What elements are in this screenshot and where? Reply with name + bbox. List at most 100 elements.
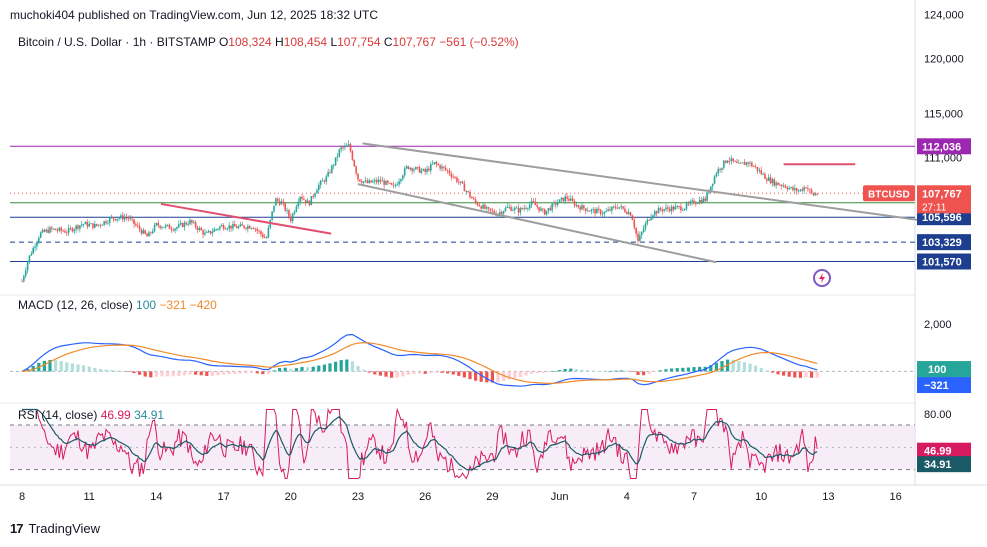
rsi-legend-label: RSI (14, close) (18, 408, 98, 422)
candle-body (640, 231, 643, 236)
candle-body (420, 170, 423, 173)
candle-body (344, 145, 346, 148)
candle-body (515, 207, 518, 209)
candle-body (69, 227, 72, 229)
candle-body (672, 206, 675, 210)
candle-body (678, 206, 680, 208)
macd-bar (602, 371, 606, 373)
candle-body (245, 227, 247, 229)
candle-body (506, 206, 509, 208)
candle-body (478, 205, 481, 207)
candle-body (691, 200, 693, 202)
macd-bar (810, 371, 814, 378)
candle-body (331, 165, 333, 173)
candle-body (713, 176, 716, 184)
macd-bar (664, 369, 668, 372)
macd-bar (283, 367, 287, 372)
candle-body (23, 275, 25, 282)
macd-bar (149, 371, 153, 378)
macd-bar (70, 363, 74, 372)
candle-body (500, 212, 503, 214)
candle-body (168, 224, 171, 229)
candle-body (174, 228, 176, 231)
macd-bar (110, 369, 114, 372)
macd-bar (457, 371, 461, 376)
candle-body (648, 219, 650, 221)
candle-body (685, 203, 688, 209)
candle-body (280, 201, 283, 205)
macd-tick-label: 2,000 (924, 319, 952, 331)
time-tick-label: 17 (217, 491, 229, 503)
current-price-badge (917, 185, 971, 214)
candle-body (275, 198, 277, 206)
candle-body (752, 166, 755, 167)
candle-body (721, 167, 723, 170)
signal-value-badge-text: −321 (924, 380, 949, 392)
level-badge-text: 105,596 (922, 212, 962, 224)
candle-body (77, 225, 79, 229)
candle-body (129, 218, 132, 220)
candle-body (581, 205, 583, 210)
candle-body (724, 160, 727, 163)
macd-bar (608, 371, 612, 372)
macd-bar (188, 371, 192, 375)
candle-body (26, 262, 29, 271)
candle-body (103, 221, 105, 225)
candle-body (424, 169, 426, 172)
candle-body (626, 211, 628, 214)
macd-bar (300, 366, 304, 372)
candle-body (575, 204, 578, 206)
candle-body (599, 209, 602, 215)
price-tick-label: 124,000 (924, 10, 964, 22)
signal-line (21, 342, 818, 384)
macd-bar (339, 360, 343, 372)
candle-body (288, 210, 290, 217)
macd-bar (787, 371, 791, 377)
macd-bar (171, 371, 175, 377)
candle-body (767, 177, 770, 181)
candle-body (207, 230, 210, 233)
tradingview-brand[interactable]: 17 TradingView (10, 521, 100, 536)
candle-body (534, 201, 537, 206)
candle-body (736, 161, 738, 163)
candle-body (431, 163, 434, 165)
candle-body (213, 229, 216, 232)
candle-body (592, 209, 594, 211)
candle-body (198, 228, 201, 230)
time-tick-label: 13 (822, 491, 834, 503)
macd-bar (434, 371, 438, 373)
brand-label: TradingView (28, 521, 101, 536)
macd-bar (255, 371, 259, 374)
candle-body (706, 192, 708, 201)
candle-body (532, 201, 535, 202)
candle-body (62, 230, 64, 232)
candle-body (138, 226, 141, 230)
candle-body (794, 188, 796, 191)
macd-bar (692, 367, 696, 372)
macd-bar (524, 371, 528, 376)
candle-body (519, 208, 522, 213)
candle-body (95, 223, 98, 226)
macd-bar (412, 371, 416, 374)
candle-body (723, 160, 725, 168)
candle-body (360, 181, 363, 183)
candle-body (166, 224, 169, 226)
candle-body (792, 187, 794, 191)
candle-body (43, 229, 46, 232)
candle-body (206, 232, 208, 233)
candle-body (179, 223, 182, 225)
candle-body (159, 225, 161, 228)
candle-body (383, 180, 385, 185)
price-tick-label: 111,000 (924, 153, 962, 165)
time-tick-label: 14 (150, 491, 162, 503)
level-badge-text: 101,570 (922, 257, 962, 269)
candle-body (555, 202, 557, 205)
candle-body (151, 231, 154, 234)
candle-body (517, 207, 520, 213)
candle-body (252, 227, 255, 229)
macd-bar (636, 371, 640, 375)
macd-bar (507, 371, 511, 380)
rsi-ma-badge-text: 34.91 (924, 459, 952, 471)
candle-body (321, 180, 324, 182)
macd-bar (468, 371, 472, 380)
